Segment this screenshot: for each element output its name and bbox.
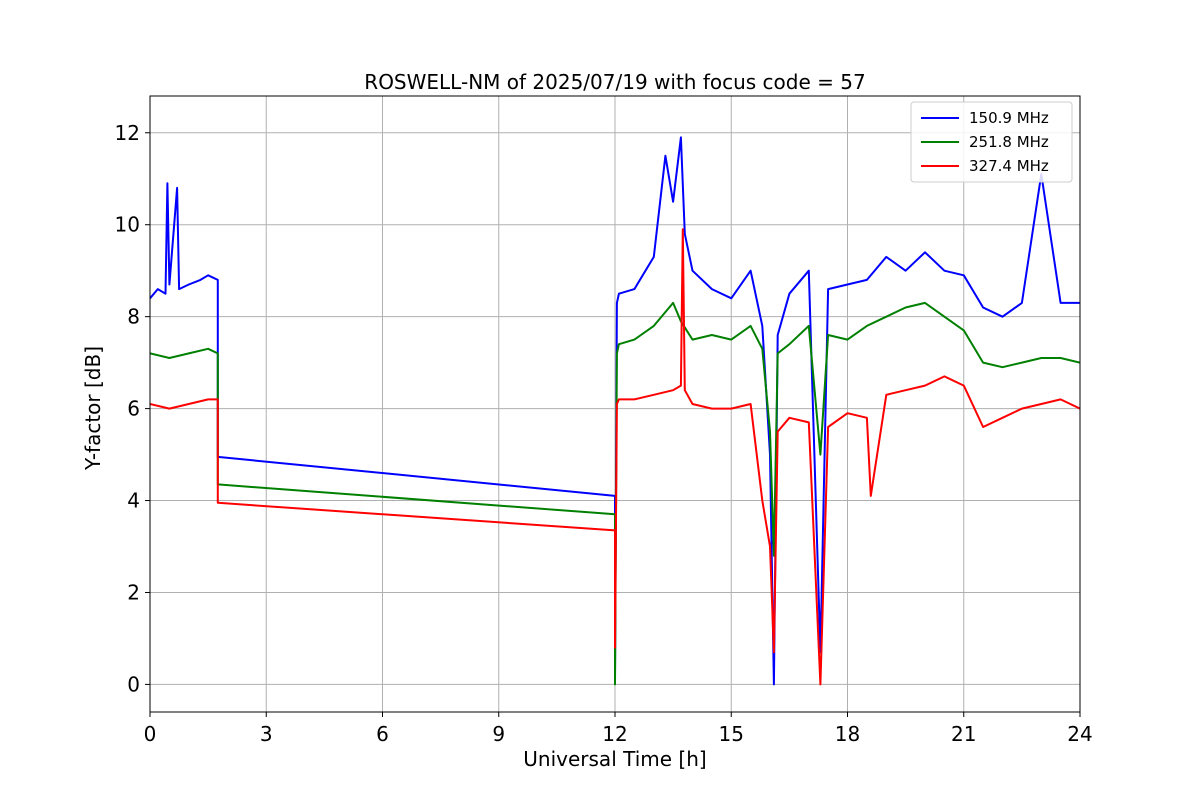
- series-lines: [150, 136, 1080, 686]
- y-tick-label: 10: [115, 213, 140, 237]
- y-tick-label: 12: [115, 121, 140, 145]
- y-tick-label: 2: [127, 580, 140, 604]
- y-tick-label: 0: [127, 672, 140, 696]
- y-tick-label: 4: [127, 489, 140, 513]
- series-line-3: [150, 228, 1080, 686]
- x-tick-label: 3: [260, 722, 273, 746]
- y-tick-label: 8: [127, 305, 140, 329]
- x-tick-label: 18: [835, 722, 860, 746]
- y-tick-label: 6: [127, 397, 140, 421]
- x-tick-label: 0: [144, 722, 157, 746]
- x-tick-label: 24: [1067, 722, 1092, 746]
- x-tick-label: 21: [951, 722, 976, 746]
- x-tick-label: 9: [492, 722, 505, 746]
- x-tick-label: 15: [719, 722, 744, 746]
- x-tick-label: 12: [602, 722, 627, 746]
- legend: 150.9 MHz 251.8 MHz 327.4 MHz: [910, 101, 1073, 183]
- chart-title: ROSWELL-NM of 2025/07/19 with focus code…: [364, 70, 865, 94]
- y-axis-label: Y-factor [dB]: [81, 346, 105, 471]
- series-line-1: [150, 136, 1080, 686]
- legend-box: [910, 101, 1073, 183]
- legend-label: 327.4 MHz: [969, 157, 1049, 175]
- legend-label: 150.9 MHz: [969, 109, 1049, 127]
- x-tick-label: 6: [376, 722, 389, 746]
- legend-label: 251.8 MHz: [969, 133, 1049, 151]
- x-axis-label: Universal Time [h]: [523, 747, 706, 771]
